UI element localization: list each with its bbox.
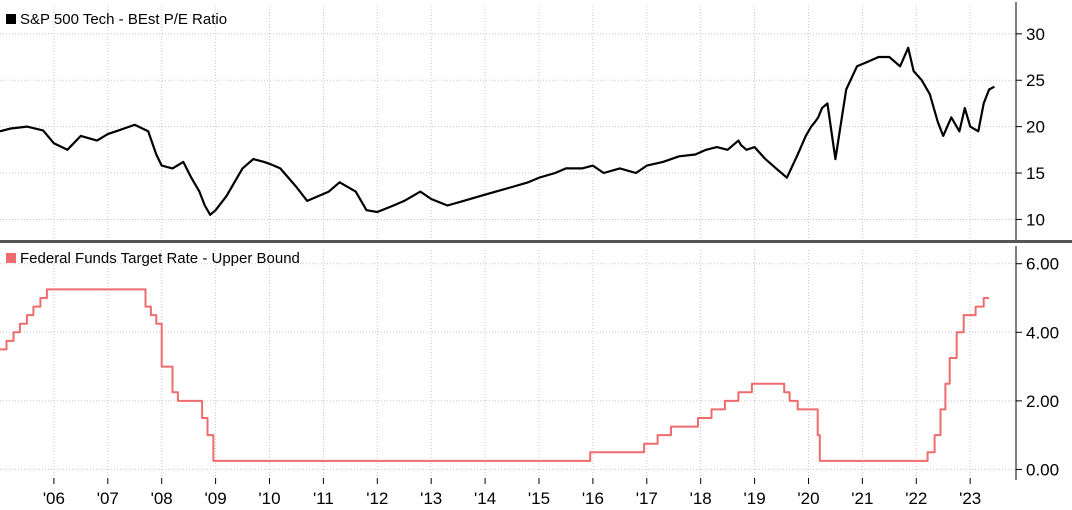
legend-layer: S&P 500 Tech - BEst P/E Ratio Federal Fun…: [6, 11, 300, 267]
y-tick-label-0-3: 15: [1026, 164, 1045, 183]
x-tick-label-3: '09: [205, 489, 227, 508]
x-tick-label-8: '14: [474, 489, 496, 508]
legend-swatch-1-0: [6, 253, 16, 263]
y-tick-label-0-4: 10: [1026, 210, 1045, 229]
x-tick-label-6: '12: [366, 489, 388, 508]
series-line-1-0: [0, 288, 990, 462]
x-tick-label-9: '15: [528, 489, 550, 508]
x-tick-label-0: '06: [43, 489, 65, 508]
x-tick-label-2: '08: [151, 489, 173, 508]
grid-layer: [0, 6, 1016, 478]
x-tick-label-12: '18: [690, 489, 712, 508]
y-tick-label-1-0: 6.00: [1026, 255, 1059, 274]
legend-swatch-0-0: [6, 14, 16, 24]
y-tick-label-1-2: 2.00: [1026, 392, 1059, 411]
legend-label-1-0: Federal Funds Target Rate - Upper Bound: [20, 250, 300, 267]
y-tick-label-0-0: 30: [1026, 25, 1045, 44]
panel-divider: [0, 240, 1072, 243]
legend-label-0-0: S&P 500 Tech - BEst P/E Ratio: [20, 11, 227, 28]
y-tick-label-0-1: 25: [1026, 71, 1045, 90]
x-tick-label-11: '17: [636, 489, 658, 508]
x-tick-label-4: '10: [258, 489, 280, 508]
series-line-0-0: [0, 46, 995, 216]
y-tick-label-1-1: 4.00: [1026, 323, 1059, 342]
x-tick-label-5: '11: [313, 489, 334, 508]
y-tick-label-1-3: 0.00: [1026, 460, 1059, 479]
x-tick-label-14: '20: [797, 489, 819, 508]
y-tick-label-0-2: 20: [1026, 118, 1045, 137]
x-tick-label-17: '23: [959, 489, 981, 508]
series-layer: [0, 46, 995, 462]
x-tick-label-1: '07: [97, 489, 119, 508]
x-tick-label-15: '21: [851, 489, 873, 508]
x-tick-label-13: '19: [744, 489, 766, 508]
x-tick-label-10: '16: [582, 489, 604, 508]
x-tick-label-7: '13: [420, 489, 442, 508]
x-tick-label-16: '22: [905, 489, 927, 508]
